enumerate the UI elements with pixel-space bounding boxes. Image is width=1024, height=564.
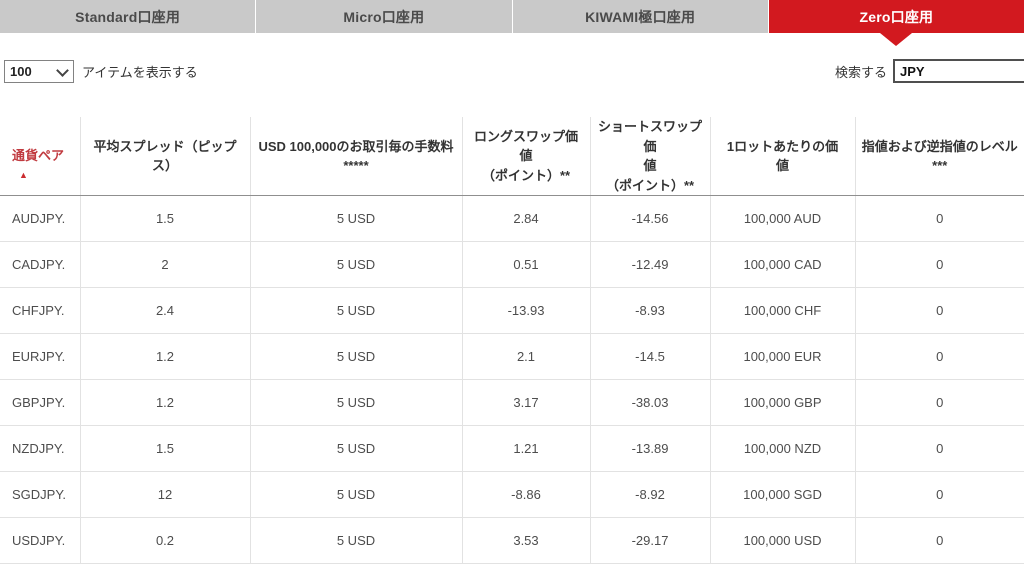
currency-pair-cell: AUDJPY. [0,195,81,242]
currency-pair-cell: SGDJPY. [0,471,81,518]
page-size-label: アイテムを表示する [82,65,198,80]
short-swap-cell: -38.03 [590,379,711,426]
long-swap-cell: 1.21 [462,425,591,472]
avg-spread-cell: 1.2 [80,379,251,426]
long-swap-cell: 3.17 [462,379,591,426]
long-swap-cell: -8.86 [462,471,591,518]
avg-spread-cell: 1.5 [80,195,251,242]
stop-level-cell: 0 [855,195,1024,242]
lot-value-cell: 100,000 CAD [710,241,856,288]
lot-value-cell: 100,000 NZD [710,425,856,472]
tab-kiwami-account[interactable]: KIWAMI極口座用 [512,0,768,33]
column-header-avg-spread[interactable]: 平均スプレッド（ピップ ス） [80,117,251,196]
stop-level-cell: 0 [855,287,1024,334]
avg-spread-cell: 1.5 [80,425,251,472]
currency-pair-cell: CADJPY. [0,241,81,288]
page-size-controls: 100 アイテムを表示する [4,60,198,83]
short-swap-cell: -8.93 [590,287,711,334]
sort-asc-icon: ▲ [19,169,28,180]
long-swap-cell: 2.1 [462,333,591,380]
commission-cell: 5 USD [250,241,463,288]
column-header-stop-levels[interactable]: 指値および逆指値のレベル *** [855,117,1024,196]
table-row: CHFJPY. 2.4 5 USD -13.93 -8.93 100,000 C… [0,287,1024,334]
short-swap-cell: -29.17 [590,517,711,564]
active-tab-pointer [880,33,912,46]
table-body: AUDJPY. 1.5 5 USD 2.84 -14.56 100,000 AU… [0,195,1024,564]
avg-spread-cell: 12 [80,471,251,518]
commission-cell: 5 USD [250,471,463,518]
column-header-currency-pair[interactable]: 通貨ペア ▲ [0,117,81,196]
search-controls: 検索する [835,59,1024,83]
currency-pair-cell: USDJPY. [0,517,81,564]
avg-spread-cell: 2.4 [80,287,251,334]
table-row: EURJPY. 1.2 5 USD 2.1 -14.5 100,000 EUR … [0,333,1024,380]
currency-pair-cell: CHFJPY. [0,287,81,334]
stop-level-cell: 0 [855,379,1024,426]
table-row: USDJPY. 0.2 5 USD 3.53 -29.17 100,000 US… [0,517,1024,564]
long-swap-cell: 3.53 [462,517,591,564]
avg-spread-cell: 0.2 [80,517,251,564]
commission-cell: 5 USD [250,287,463,334]
table-row: AUDJPY. 1.5 5 USD 2.84 -14.56 100,000 AU… [0,195,1024,242]
column-header-commission[interactable]: USD 100,000のお取引毎の手数料 ***** [250,117,463,196]
table-row: NZDJPY. 1.5 5 USD 1.21 -13.89 100,000 NZ… [0,425,1024,472]
table-header-row: 通貨ペア ▲ 平均スプレッド（ピップ ス） USD 100,000のお取引毎の手数… [0,117,1024,196]
tab-standard-account[interactable]: Standard口座用 [0,0,256,33]
stop-level-cell: 0 [855,517,1024,564]
short-swap-cell: -14.5 [590,333,711,380]
table-row: GBPJPY. 1.2 5 USD 3.17 -38.03 100,000 GB… [0,379,1024,426]
tab-micro-account[interactable]: Micro口座用 [256,0,512,33]
page-size-select-wrap: 100 [4,60,74,83]
lot-value-cell: 100,000 SGD [710,471,856,518]
commission-cell: 5 USD [250,517,463,564]
short-swap-cell: -14.56 [590,195,711,242]
stop-level-cell: 0 [855,241,1024,288]
lot-value-cell: 100,000 CHF [710,287,856,334]
stop-level-cell: 0 [855,425,1024,472]
table-row: CADJPY. 2 5 USD 0.51 -12.49 100,000 CAD … [0,241,1024,288]
search-input[interactable] [893,59,1024,83]
column-header-long-swap[interactable]: ロングスワップ価 値 （ポイント）** [462,117,591,196]
stop-level-cell: 0 [855,333,1024,380]
long-swap-cell: 0.51 [462,241,591,288]
short-swap-cell: -13.89 [590,425,711,472]
spreads-table: 通貨ペア ▲ 平均スプレッド（ピップ ス） USD 100,000のお取引毎の手数… [0,117,1024,564]
search-label: 検索する [835,64,888,80]
commission-cell: 5 USD [250,379,463,426]
currency-pair-header-label: 通貨ペア [12,148,65,164]
avg-spread-cell: 2 [80,241,251,288]
lot-value-cell: 100,000 AUD [710,195,856,242]
lot-value-cell: 100,000 EUR [710,333,856,380]
lot-value-cell: 100,000 GBP [710,379,856,426]
short-swap-cell: -8.92 [590,471,711,518]
currency-pair-cell: GBPJPY. [0,379,81,426]
long-swap-cell: 2.84 [462,195,591,242]
lot-value-cell: 100,000 USD [710,517,856,564]
stop-level-cell: 0 [855,471,1024,518]
currency-pair-cell: NZDJPY. [0,425,81,472]
table-row: SGDJPY. 12 5 USD -8.86 -8.92 100,000 SGD… [0,471,1024,518]
column-header-lot-value[interactable]: 1ロットあたりの価 値 [710,117,856,196]
commission-cell: 5 USD [250,333,463,380]
short-swap-cell: -12.49 [590,241,711,288]
column-header-short-swap[interactable]: ショートスワップ価 値 （ポイント）** [590,117,711,196]
long-swap-cell: -13.93 [462,287,591,334]
avg-spread-cell: 1.2 [80,333,251,380]
commission-cell: 5 USD [250,195,463,242]
tab-zero-account[interactable]: Zero口座用 [768,0,1024,33]
currency-pair-cell: EURJPY. [0,333,81,380]
commission-cell: 5 USD [250,425,463,472]
page-size-select[interactable]: 100 [4,60,74,83]
account-type-tabs: Standard口座用 Micro口座用 KIWAMI極口座用 Zero口座用 [0,0,1024,33]
